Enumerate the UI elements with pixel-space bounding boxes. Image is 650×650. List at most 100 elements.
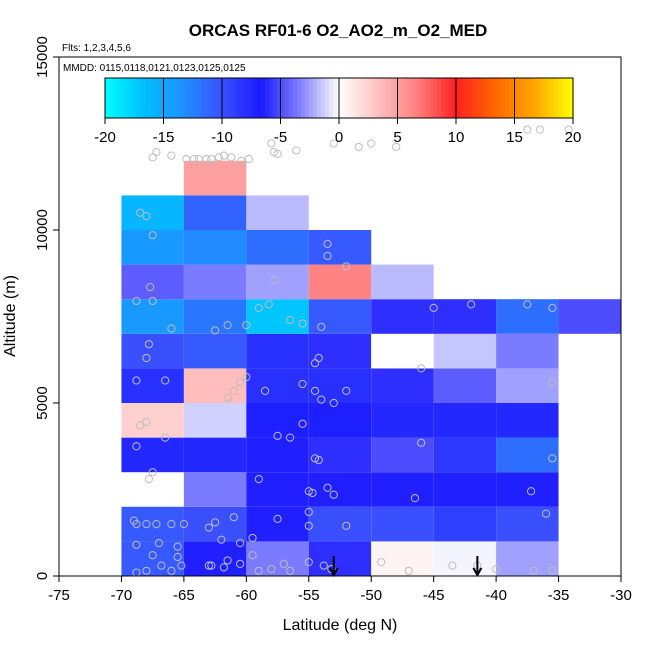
colorbar-swatch [469, 78, 474, 118]
heatmap-cell [246, 230, 309, 265]
observation-point [317, 395, 326, 404]
heatmap-cell [183, 541, 247, 576]
heatmap-cell [433, 299, 497, 334]
heatmap-cell [433, 472, 497, 507]
heatmap-cell [246, 472, 309, 507]
colorbar-swatch [341, 78, 346, 118]
colorbar-swatch [237, 78, 242, 118]
colorbar-swatch [293, 78, 298, 118]
colorbar-swatch [529, 78, 534, 118]
heatmap-cell [121, 195, 184, 230]
observation-point [148, 296, 157, 306]
colorbar-swatch [349, 78, 354, 118]
observation-point [132, 376, 141, 385]
heatmap-cell [183, 403, 247, 438]
colorbar-swatch [509, 78, 514, 118]
colorbar-swatch [165, 78, 170, 118]
colorbar-swatch [517, 78, 522, 118]
observation-point [548, 566, 557, 575]
colorbar-swatch [401, 78, 406, 118]
heatmap-cell [121, 333, 184, 369]
observation-point [235, 378, 245, 387]
colorbar-ticks: -20 -15 -10 -5 0 5 10 15 20 [94, 78, 581, 146]
colorbar-swatch [353, 78, 358, 118]
observation-point [229, 513, 238, 522]
heatmap-cell [496, 333, 559, 369]
colorbar-swatch [201, 78, 206, 118]
observation-point [304, 507, 313, 517]
observation-point [310, 454, 320, 463]
observation-point [304, 521, 313, 530]
colorbar-swatch [361, 78, 366, 118]
colorbar-swatch [245, 78, 250, 118]
heatmap-cell [183, 160, 247, 196]
colorbar-swatch [497, 78, 502, 118]
colorbar-swatch [217, 78, 222, 118]
observation-point [310, 359, 320, 368]
observation-point [179, 520, 188, 529]
observation-point [211, 326, 220, 335]
observation-point [354, 142, 363, 152]
colorbar-swatch [157, 78, 162, 118]
observation-point [148, 468, 157, 477]
colorbar-swatch [485, 78, 490, 118]
heatmap-cell [246, 264, 309, 300]
observation-point [167, 324, 176, 333]
colorbar-gradient [105, 78, 574, 118]
observation-point [535, 125, 544, 134]
observation-point [219, 563, 228, 572]
heatmap-cell [371, 299, 434, 334]
observation-point [298, 419, 307, 428]
observation-point [223, 321, 232, 330]
observation-point [342, 386, 351, 395]
observation-point [285, 566, 295, 575]
down-arrow-marker [472, 556, 483, 578]
colorbar-swatch [501, 78, 506, 118]
arrow-head [328, 567, 339, 578]
observation-point [279, 559, 288, 568]
chart-title: ORCAS RF01-6 O2_AO2_m_O2_MED [189, 21, 488, 40]
colorbar-swatch [433, 78, 438, 118]
observation-point [304, 558, 313, 567]
colorbar-swatch [409, 78, 414, 118]
observation-point [448, 561, 457, 570]
observation-point [310, 386, 320, 395]
observation-point [242, 372, 251, 382]
observation-point [157, 561, 166, 570]
observation-point [269, 148, 278, 157]
colorbar-swatch [113, 78, 118, 118]
observation-point [417, 438, 426, 447]
observation-point [142, 520, 151, 529]
observation-point [189, 154, 198, 164]
colorbar-swatch [397, 78, 402, 118]
colorbar-swatch [381, 78, 386, 118]
colorbar-swatch [465, 78, 470, 118]
heatmap-cell [121, 264, 184, 300]
observation-point [132, 296, 141, 306]
colorbar-swatch [197, 78, 202, 118]
observation-point [264, 300, 273, 309]
colorbar-swatch [477, 78, 482, 118]
heatmap-cell [246, 506, 309, 542]
colorbar-swatch [301, 78, 306, 118]
colorbar-swatch [153, 78, 158, 118]
observation-point [548, 303, 557, 312]
colorbar-swatch [265, 78, 270, 118]
observation-point [132, 540, 141, 549]
observation-point [273, 149, 282, 158]
x-tick-label: -65 [173, 587, 195, 604]
observation-point [292, 146, 301, 155]
colorbar-tick-label: -5 [274, 129, 287, 146]
observation-point [529, 566, 538, 575]
colorbar-swatch [545, 78, 550, 118]
colorbar-swatch [377, 78, 382, 118]
observation-point [136, 421, 145, 430]
colorbar-swatch [125, 78, 130, 118]
observation-point [267, 564, 276, 574]
colorbar-tick-label: 20 [565, 129, 582, 146]
x-tick-label: -55 [298, 587, 320, 604]
colorbar-swatch [233, 78, 238, 118]
colorbar-swatch [149, 78, 154, 118]
heatmap-cell [246, 437, 309, 473]
